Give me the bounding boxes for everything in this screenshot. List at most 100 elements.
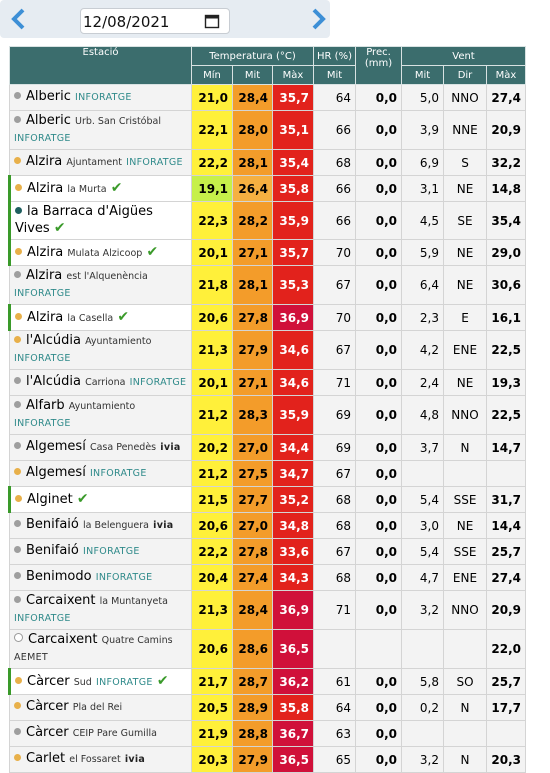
value-cell: 33,6 — [272, 538, 314, 565]
station-row[interactable]: Alberic INFORATGE 21,0 28,4 35,7 64 0,0 5,0 NNO… — [9, 84, 526, 111]
station-row[interactable]: Benifaió la Belenguera ivia 20,6 27,0 34,8 6… — [9, 512, 526, 539]
station-row[interactable]: Benifaió INFORATGE 22,2 27,8 33,6 67 0,0 5,4 SS… — [9, 538, 526, 565]
station-place: CEIP Pare Gumilla — [72, 728, 157, 739]
value-cell: 35,7 — [272, 239, 314, 266]
value-cell: 66 — [313, 175, 356, 202]
calendar-icon[interactable] — [204, 13, 220, 29]
value-cell: 0,0 — [355, 512, 402, 539]
station-cell: Alzira la Casella ✔ — [8, 304, 192, 331]
value-cell: 2,3 — [401, 304, 444, 331]
value-cell — [355, 629, 402, 669]
value-cell — [443, 460, 487, 487]
subheader: Mit — [313, 65, 356, 85]
station-row[interactable]: Càrcer CEIP Pare Gumilla 21,9 28,8 36,7 63 0,… — [9, 720, 526, 747]
station-row[interactable]: l'Alcúdia Carriona INFORATGE 20,1 27,1 34,6… — [9, 369, 526, 396]
station-row[interactable]: Carlet el Fossaret ivia 20,3 27,9 36,5 65 0,0… — [9, 746, 526, 773]
station-cell: Carlet el Fossaret ivia — [9, 746, 192, 773]
value-cell: 0,0 — [355, 369, 402, 396]
value-cell — [401, 460, 444, 487]
station-row[interactable]: Alzira est l'Alquenència INFORATGE 21,8 28… — [9, 265, 526, 305]
value-cell: 20,2 — [191, 434, 233, 461]
value-cell: 0,0 — [355, 84, 402, 111]
value-cell: 21,0 — [191, 84, 233, 111]
station-place: Casa Penedès — [89, 442, 157, 453]
value-cell: 22,5 — [486, 330, 526, 370]
value-cell: 68 — [313, 149, 356, 176]
station-name: Benifaió — [26, 517, 79, 532]
verified-icon: ✔ — [76, 491, 89, 507]
date-nav: 12/08/2021 — [0, 0, 330, 38]
station-row[interactable]: la Barraca d'Aigües Vives ✔ 22,3 28,2 35,9 6… — [8, 201, 526, 240]
value-cell: 27,7 — [232, 486, 273, 513]
verified-icon: ✔ — [117, 308, 130, 325]
station-row[interactable]: Càrcer Sud INFORATGE ✔ 21,7 28,7 36,2 61 0,0 5… — [8, 668, 526, 695]
value-cell: 3,9 — [401, 110, 444, 150]
station-name: Carcaixent — [26, 593, 96, 608]
station-row[interactable]: Alzira Mulata Alzicoop ✔ 20,1 27,1 35,7 70 0,… — [8, 239, 526, 266]
status-dot — [14, 336, 21, 343]
status-dot — [14, 468, 21, 475]
value-cell: 3,7 — [401, 434, 444, 461]
station-row[interactable]: Algemesí INFORATGE 21,2 27,5 34,7 67 0,0 — [9, 460, 526, 487]
value-cell: 0,0 — [355, 175, 402, 202]
value-cell: 16,1 — [486, 304, 526, 331]
station-row[interactable]: Alzira la Murta ✔ 19,1 26,4 35,8 66 0,0 3,1 NE 1… — [8, 175, 526, 202]
station-name: Alzira — [26, 268, 63, 283]
station-row[interactable]: Carcaixent Quatre Camins AEMET 20,6 28,6 36… — [9, 629, 526, 669]
value-cell: 21,2 — [191, 395, 233, 435]
station-name: Alzira — [27, 309, 64, 325]
station-name: l'Alcúdia — [26, 374, 81, 389]
station-source: INFORATGE — [83, 546, 140, 557]
status-dot — [14, 116, 21, 123]
station-cell: Carcaixent la Muntanyeta INFORATGE — [9, 590, 192, 630]
value-cell: 20,9 — [486, 590, 526, 630]
station-cell: la Barraca d'Aigües Vives ✔ — [8, 201, 192, 240]
value-cell: 27,4 — [232, 564, 273, 591]
station-row[interactable]: Alzira la Casella ✔ 20,6 27,8 36,9 70 0,0 2,3 E… — [8, 304, 526, 331]
station-name: Alzira — [27, 244, 64, 260]
value-cell — [443, 720, 487, 747]
value-cell: 0,0 — [355, 149, 402, 176]
date-input[interactable]: 12/08/2021 — [80, 8, 230, 34]
value-cell: 27,9 — [232, 330, 273, 370]
value-cell: 19,1 — [191, 175, 233, 202]
station-row[interactable]: Alzira Ajuntament INFORATGE 22,2 28,1 35,4 6… — [9, 149, 526, 176]
station-row[interactable]: Carcaixent la Muntanyeta INFORATGE 21,3 28… — [9, 590, 526, 630]
station-name: Carcaixent — [28, 632, 98, 647]
station-cell: Alzira est l'Alquenència INFORATGE — [9, 265, 192, 305]
station-cell: Càrcer Pla del Rei — [9, 694, 192, 721]
station-name: Alfarb — [26, 398, 65, 413]
stations-table: Estació Temperatura (°C) HR (%) Prec. (mm) V… — [8, 46, 526, 773]
station-row[interactable]: Alginet ✔ 21,5 27,7 35,2 68 0,0 5,4 SSE 31,7 — [8, 486, 526, 513]
value-cell: 28,0 — [232, 110, 273, 150]
value-cell: 28,2 — [232, 201, 273, 240]
value-cell — [401, 720, 444, 747]
page: 12/08/2021 Estació Temperatura (°C) HR (%)… — [0, 0, 526, 773]
value-cell: 5,8 — [401, 668, 444, 695]
station-row[interactable]: Benimodo INFORATGE 20,4 27,4 34,3 68 0,0 4,7 EN… — [9, 564, 526, 591]
header: Temperatura (°C) — [191, 46, 314, 66]
station-row[interactable]: Algemesí Casa Penedès ivia 20,2 27,0 34,4 69… — [9, 434, 526, 461]
station-row[interactable]: Càrcer Pla del Rei 20,5 28,9 35,8 64 0,0 0,2 N 1… — [9, 694, 526, 721]
value-cell: 20,6 — [191, 512, 233, 539]
prev-day[interactable] — [6, 6, 32, 32]
value-cell: 20,5 — [191, 694, 233, 721]
value-cell: 0,0 — [355, 746, 402, 773]
value-cell: 27,5 — [232, 460, 273, 487]
station-row[interactable]: l'Alcúdia Ayuntamiento INFORATGE 21,3 27,9… — [9, 330, 526, 370]
value-cell: NNO — [443, 84, 487, 111]
value-cell: NE — [443, 512, 487, 539]
value-cell: 0,0 — [355, 460, 402, 487]
value-cell: 4,7 — [401, 564, 444, 591]
station-row[interactable]: Alberic Urb. San Cristóbal INFORATGE 22,1… — [9, 110, 526, 150]
value-cell: 28,4 — [232, 84, 273, 111]
station-name: l'Alcúdia — [26, 333, 81, 348]
station-row[interactable]: Alfarb Ayuntamiento INFORATGE 21,2 28,3 35,… — [9, 395, 526, 435]
subheader: Mit — [232, 65, 273, 85]
value-cell: ENE — [443, 564, 487, 591]
next-day[interactable] — [306, 6, 332, 32]
subheader: Mit — [401, 65, 444, 85]
value-cell: NNE — [443, 110, 487, 150]
value-cell: 36,9 — [272, 590, 314, 630]
value-cell: 0,0 — [355, 304, 402, 331]
